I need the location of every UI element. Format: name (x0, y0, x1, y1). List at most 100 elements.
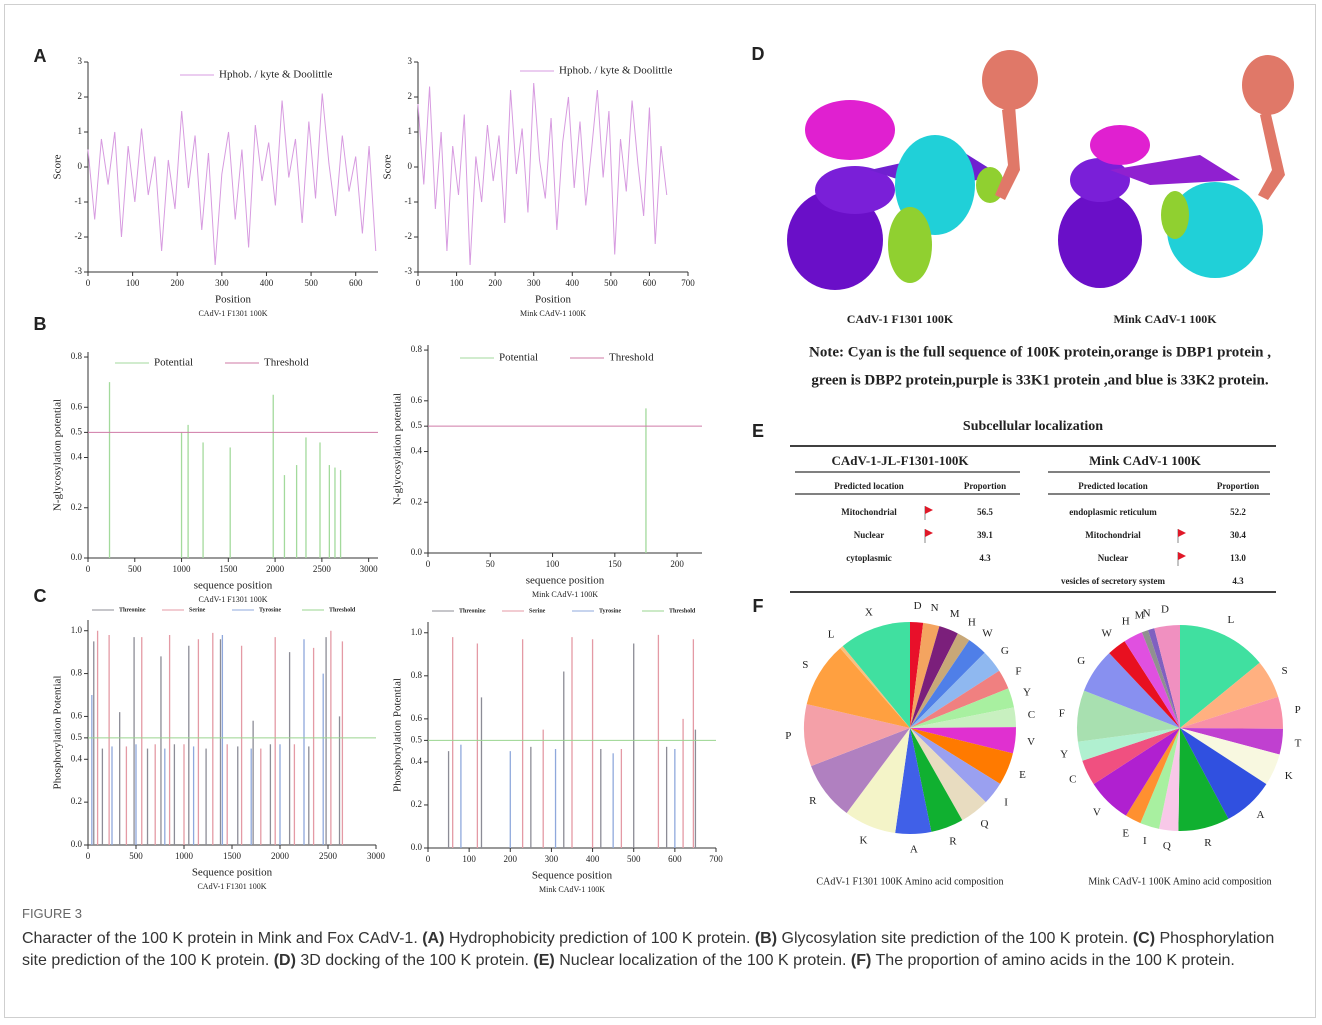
x-tick-label: 50 (486, 559, 496, 569)
pie-label: N (931, 602, 939, 614)
pie-label: P (1295, 704, 1301, 716)
cell: Nuclear (854, 530, 885, 540)
caption-text: (E) (533, 952, 554, 969)
cell: Mitochondrial (841, 507, 897, 517)
cell: Nuclear (1098, 553, 1129, 563)
panel-label: E (752, 421, 764, 441)
docking-note: Note: Cyan is the full sequence of 100K … (809, 344, 1271, 360)
y-tick-label: 0.4 (411, 446, 423, 456)
cell: 13.0 (1230, 553, 1246, 563)
group-header: Mink CAdV-1 100K (1089, 453, 1202, 468)
y-tick-label: 0.6 (411, 395, 423, 405)
x-tick-label: 0 (86, 851, 91, 861)
docking-label: Mink CAdV-1 100K (1113, 312, 1217, 326)
caption-text: The proportion of amino acids in the 100… (871, 952, 1234, 969)
pie-label: R (949, 836, 957, 848)
docking-image-left (787, 50, 1038, 290)
legend-label: Hphob. / kyte & Doolittle (559, 65, 672, 77)
y-axis-title: Score (52, 154, 64, 179)
pie-label: S (802, 659, 808, 671)
flag-icon (1178, 529, 1186, 537)
x-tick-label: 2000 (266, 564, 285, 574)
x-tick-label: 500 (604, 278, 618, 288)
flag-icon (925, 506, 933, 514)
y-tick-label: 0.8 (71, 351, 83, 361)
pie-label: W (1102, 628, 1113, 640)
y-tick-label: 0.2 (71, 796, 82, 806)
y-tick-label: 0.6 (71, 710, 83, 720)
x-tick-label: 3000 (360, 564, 379, 574)
pie-label: L (1228, 614, 1235, 626)
y-tick-label: 0.0 (411, 842, 423, 852)
pie-label: T (1295, 737, 1302, 749)
caption-text: (B) (755, 930, 777, 947)
chart-subtitle: CAdV-1 F1301 100K (198, 595, 267, 604)
y-tick-label: 1 (408, 126, 413, 136)
y-tick-label: 0.0 (71, 552, 83, 562)
caption-text: Glycosylation site prediction of the 100… (777, 930, 1133, 947)
pie-label: P (785, 730, 791, 742)
pie-label: S (1282, 665, 1288, 677)
legend-label: Threshold (264, 357, 309, 369)
pie-label: K (860, 834, 868, 846)
y-tick-label: 0.6 (411, 713, 423, 723)
x-tick-label: 2000 (271, 851, 290, 861)
legend-label: Serine (189, 607, 206, 613)
x-tick-label: 0 (86, 564, 91, 574)
pie-label: E (1019, 769, 1026, 781)
pie-label: Y (1023, 687, 1031, 699)
x-axis-title: Position (215, 294, 252, 306)
series-line (88, 94, 376, 266)
y-tick-label: 0.4 (71, 753, 83, 763)
chart-subtitle: Mink CAdV-1 100K Amino acid composition (1088, 876, 1271, 887)
y-tick-label: 0.8 (71, 668, 83, 678)
cell: 56.5 (977, 507, 993, 517)
pie-label: K (1285, 770, 1293, 782)
docking-label: CAdV-1 F1301 100K (847, 312, 954, 326)
pie-label: M (950, 608, 960, 620)
pie-label: G (1077, 655, 1085, 667)
legend-label: Potential (499, 352, 538, 364)
y-tick-label: 1.0 (71, 625, 83, 635)
x-tick-label: 700 (681, 278, 695, 288)
legend-label: Hphob. / kyte & Doolittle (219, 69, 332, 81)
x-tick-label: 0 (426, 854, 431, 864)
y-axis-title: N-glycosylation potential (52, 399, 64, 511)
column-header: Predicted location (834, 481, 904, 491)
y-tick-label: -3 (75, 266, 83, 276)
x-tick-label: 600 (643, 278, 657, 288)
pie-label: N (1143, 607, 1151, 619)
cell: 4.3 (979, 553, 991, 563)
y-tick-label: 0.2 (71, 502, 82, 512)
x-axis-title: Sequence position (532, 870, 613, 882)
cell: endoplasmic reticulum (1069, 507, 1157, 517)
y-tick-label: 0.6 (71, 401, 83, 411)
legend-label: Threshold (609, 352, 654, 364)
column-header: Proportion (964, 481, 1006, 491)
cell: vesicles of secretory system (1061, 576, 1166, 586)
y-axis-title: Score (382, 154, 394, 179)
pie-label: F (1015, 666, 1021, 678)
flag-icon (925, 529, 933, 537)
group-header: CAdV-1-JL-F1301-100K (832, 453, 970, 468)
x-tick-label: 400 (566, 278, 580, 288)
caption-text: Nuclear localization of the 100 K protei… (555, 952, 851, 969)
table-title: Subcellular localization (963, 419, 1103, 434)
x-tick-label: 200 (170, 278, 184, 288)
pie-label: L (828, 628, 835, 640)
pie-label: V (1027, 736, 1035, 748)
pie-label: D (1161, 603, 1169, 615)
pie-label: C (1028, 709, 1035, 721)
x-tick-label: 700 (709, 854, 723, 864)
caption-text: (D) (274, 952, 296, 969)
chart-subtitle: Mink CAdV-1 100K (520, 309, 586, 318)
cell: 39.1 (977, 530, 993, 540)
x-tick-label: 400 (586, 854, 600, 864)
figure-label: FIGURE 3 (22, 906, 82, 921)
series-line (418, 83, 667, 265)
x-tick-label: 1500 (219, 564, 238, 574)
pie-label: C (1069, 773, 1076, 785)
y-tick-label: 0.0 (71, 839, 83, 849)
x-tick-label: 300 (215, 278, 229, 288)
y-tick-label: 0 (78, 161, 83, 171)
